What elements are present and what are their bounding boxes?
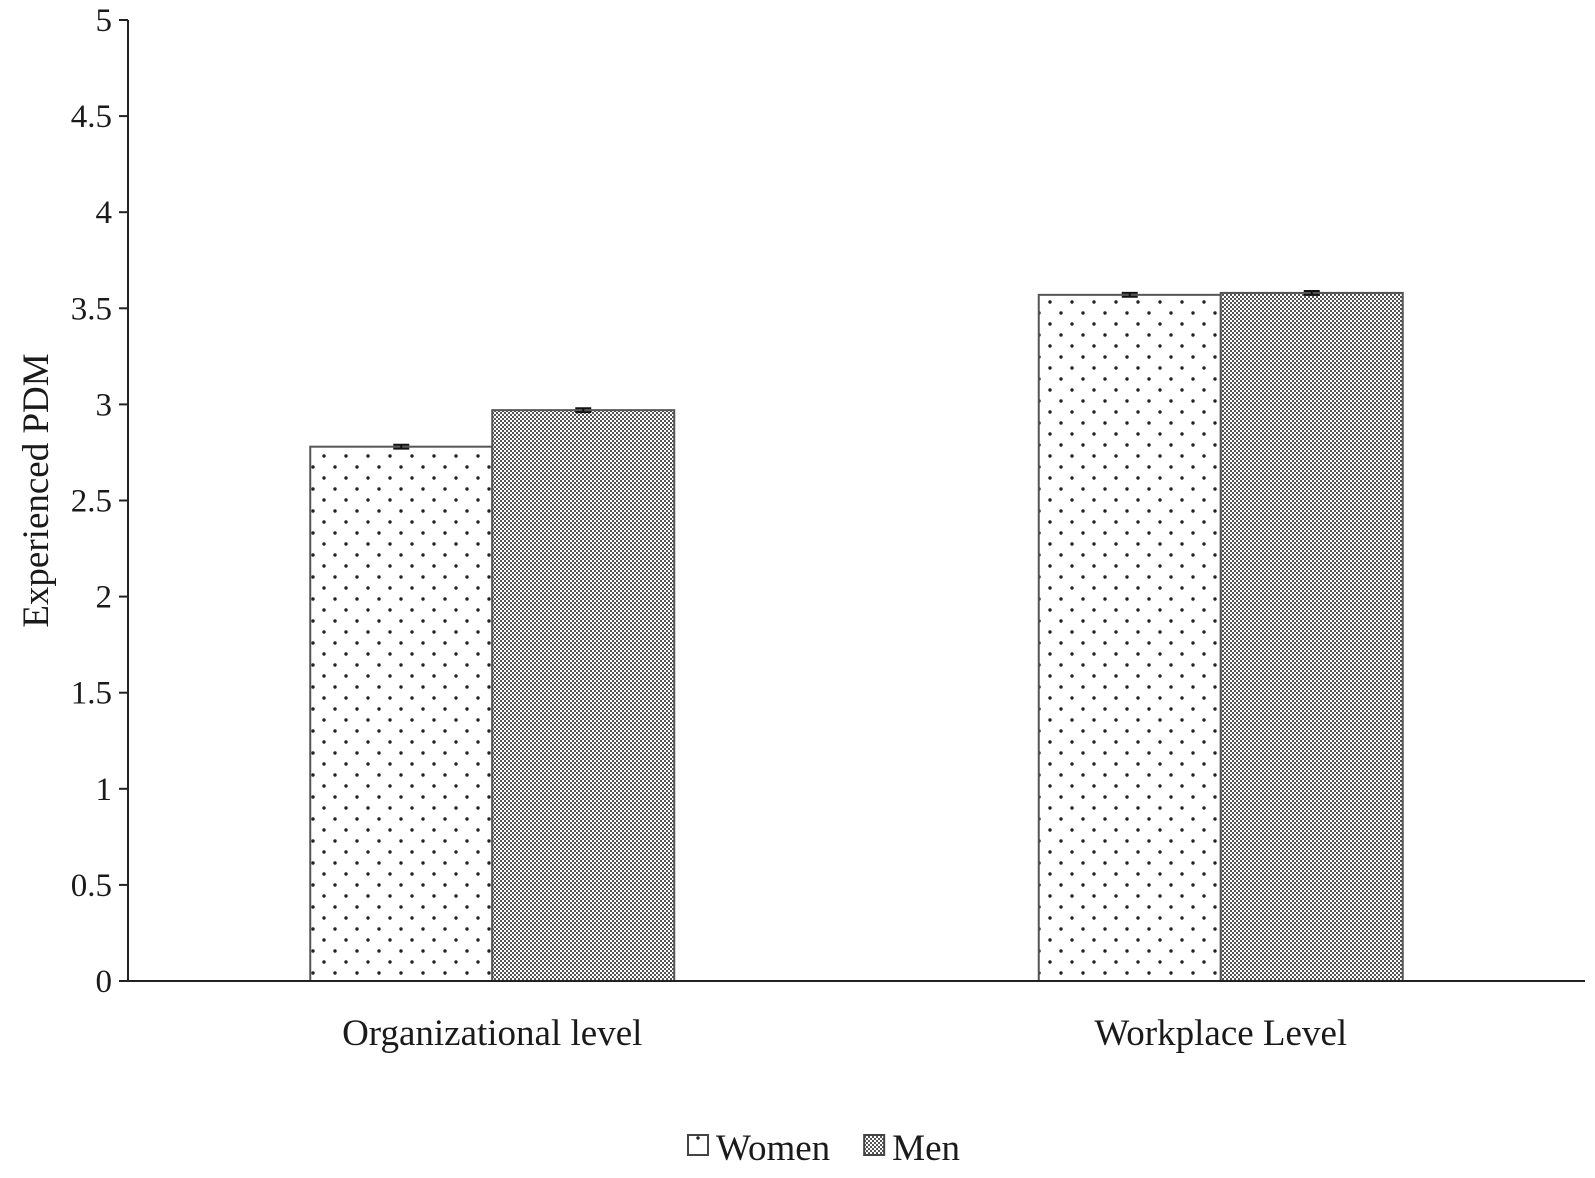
y-tick-label: 2.5 (71, 484, 112, 520)
bars-group (309, 291, 1404, 982)
error-bars-group (393, 290, 1320, 450)
y-axis-title: Experienced PDM (16, 353, 57, 627)
y-tick-label: 1.5 (71, 676, 112, 712)
legend-item-women: Women (687, 1128, 830, 1169)
error-bar-women-1 (1121, 291, 1138, 298)
y-tick-label: 0.5 (71, 868, 112, 904)
bar-men-0 (491, 409, 676, 982)
legend: Women Men (687, 1128, 960, 1169)
y-tick-label: 0 (96, 964, 113, 1000)
y-tick-label: 1 (96, 772, 113, 808)
y-tick-label: 4 (96, 195, 113, 231)
error-bar-men-1 (1303, 290, 1320, 296)
y-tick-label: 5 (96, 3, 113, 39)
legend-swatch-women (687, 1134, 709, 1156)
y-tick-label: 3 (96, 387, 113, 423)
y-axis-ticks: 0 0.5 1 1.5 2 2.5 3 3.5 4 4.5 5 (71, 3, 128, 1000)
legend-swatch-men (863, 1134, 886, 1156)
bar-men-1 (1219, 291, 1404, 982)
x-axis-category-labels: Organizational level Workplace Level (342, 1013, 1347, 1054)
x-category-label: Organizational level (342, 1013, 642, 1054)
y-tick-label: 3.5 (71, 291, 112, 327)
error-bar-women-0 (393, 443, 410, 450)
bar-women-1 (1037, 293, 1222, 982)
y-tick-label: 2 (96, 580, 113, 616)
error-bar-men-0 (575, 407, 592, 414)
legend-item-men: Men (863, 1128, 960, 1169)
legend-label-men: Men (892, 1128, 960, 1169)
x-category-label: Workplace Level (1094, 1013, 1347, 1054)
y-tick-label: 4.5 (71, 99, 112, 135)
legend-label-women: Women (716, 1128, 830, 1169)
bar-women-0 (309, 445, 494, 982)
